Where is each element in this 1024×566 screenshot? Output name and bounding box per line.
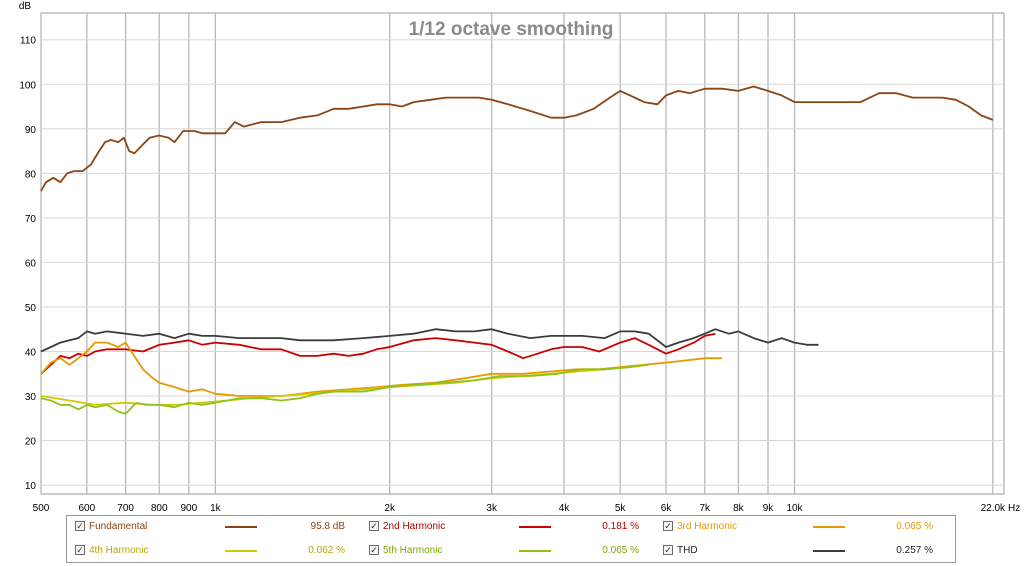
x-tick-label: 900 xyxy=(180,503,197,514)
legend-label: 2nd Harmonic xyxy=(383,521,446,532)
y-tick-label: 50 xyxy=(25,303,37,314)
legend-item-2nd-harmonic: ✓ 2nd Harmonic 0.181 % xyxy=(369,518,649,536)
y-tick-label: 90 xyxy=(25,125,37,136)
y-tick-label: 30 xyxy=(25,392,37,403)
x-tick-label: 9k xyxy=(763,503,775,514)
x-tick-label: 500 xyxy=(33,503,50,514)
x-tick-label: 5k xyxy=(615,503,627,514)
legend-item-4th-harmonic: ✓ 4th Harmonic 0.062 % xyxy=(75,542,355,560)
x-tick-label: 10k xyxy=(786,503,803,514)
y-tick-label: 70 xyxy=(25,214,37,225)
legend-checkbox-4th-harmonic[interactable]: ✓ xyxy=(75,545,85,555)
legend-swatch xyxy=(225,550,257,552)
legend-label: Fundamental xyxy=(89,521,148,532)
legend-checkbox-fundamental[interactable]: ✓ xyxy=(75,521,85,531)
legend: ✓ Fundamental 95.8 dB ✓ 2nd Harmonic 0.181 % ✓… xyxy=(66,515,956,563)
legend-label: 4th Harmonic xyxy=(89,545,149,556)
legend-item-3rd-harmonic: ✓ 3rd Harmonic 0.065 % xyxy=(663,518,943,536)
series-line-5th-harmonic xyxy=(40,363,649,415)
legend-value: 0.257 % xyxy=(896,545,933,556)
legend-swatch xyxy=(813,550,845,552)
y-tick-label: 100 xyxy=(19,80,36,91)
x-tick-label: 1k xyxy=(210,503,222,514)
legend-item-5th-harmonic: ✓ 5th Harmonic 0.065 % xyxy=(369,542,649,560)
legend-value: 0.065 % xyxy=(602,545,639,556)
x-tick-label: 800 xyxy=(151,503,168,514)
y-tick-labels: 10 20 30 40 50 60 70 80 90 100 110 xyxy=(19,36,36,492)
y-tick-label: 80 xyxy=(25,169,37,180)
legend-swatch xyxy=(225,526,257,528)
x-tick-label: 4k xyxy=(559,503,571,514)
y-tick-label: 60 xyxy=(25,258,37,269)
y-tick-label: 20 xyxy=(25,437,37,448)
legend-checkbox-3rd-harmonic[interactable]: ✓ xyxy=(663,521,673,531)
x-gridlines xyxy=(40,13,994,494)
legend-checkbox-thd[interactable]: ✓ xyxy=(663,545,673,555)
legend-checkbox-5th-harmonic[interactable]: ✓ xyxy=(369,545,379,555)
x-tick-label: 7k xyxy=(700,503,712,514)
x-tick-label: 2k xyxy=(384,503,396,514)
frequency-response-chart: 500 600 700 800 900 1k 2k 3k 4k 5k 6k 7k 8k 9k 10k 22.0… xyxy=(19,1,1020,514)
y-tick-label: 10 xyxy=(25,481,37,492)
x-tick-label: 600 xyxy=(79,503,96,514)
x-tick-labels: 500 600 700 800 900 1k 2k 3k 4k 5k 6k 7k 8k 9k 10k 22.0… xyxy=(33,503,1006,514)
plot-area xyxy=(40,12,1005,495)
x-tick-label: 700 xyxy=(117,503,134,514)
legend-label: 3rd Harmonic xyxy=(677,521,738,532)
chart-title: 1/12 octave smoothing xyxy=(409,19,614,40)
legend-value: 95.8 dB xyxy=(310,521,345,532)
legend-swatch xyxy=(519,550,551,552)
legend-label: THD xyxy=(677,545,698,556)
series-layer xyxy=(40,85,994,415)
legend-swatch xyxy=(813,526,845,528)
series-line-fundamental xyxy=(40,85,994,192)
series-line-2nd-harmonic xyxy=(40,332,716,375)
legend-value: 0.181 % xyxy=(602,521,639,532)
legend-item-thd: ✓ THD 0.257 % xyxy=(663,542,943,560)
x-tick-label: 3k xyxy=(486,503,498,514)
y-axis-label: dB xyxy=(19,1,32,12)
x-tick-label: 22.0k xyxy=(981,503,1006,514)
legend-item-fundamental: ✓ Fundamental 95.8 dB xyxy=(75,518,355,536)
series-line-thd xyxy=(40,328,819,353)
x-tick-label: 8k xyxy=(733,503,745,514)
legend-checkbox-2nd-harmonic[interactable]: ✓ xyxy=(369,521,379,531)
legend-label: 5th Harmonic xyxy=(383,545,443,556)
y-tick-label: 40 xyxy=(25,347,37,358)
y-tick-label: 110 xyxy=(20,36,36,47)
legend-swatch xyxy=(519,526,551,528)
x-axis-unit: Hz xyxy=(1008,503,1020,514)
y-gridlines xyxy=(41,39,1004,486)
legend-value: 0.062 % xyxy=(308,545,345,556)
x-tick-label: 6k xyxy=(661,503,673,514)
legend-value: 0.065 % xyxy=(896,521,933,532)
